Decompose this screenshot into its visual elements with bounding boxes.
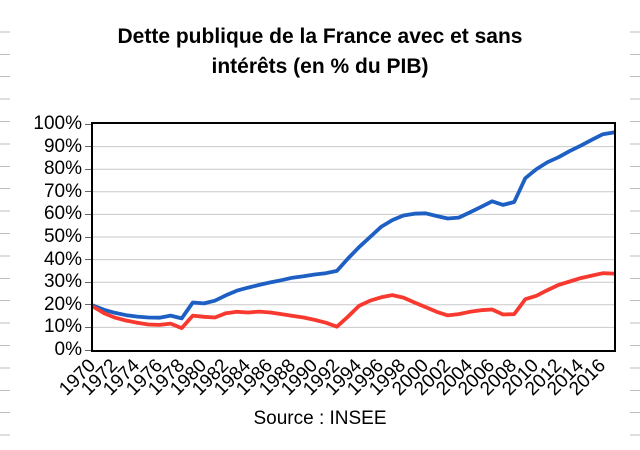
y-axis-tick-mark (85, 146, 92, 148)
y-axis-tick-mark (85, 349, 92, 351)
y-axis-tick-label: 0% (54, 339, 82, 360)
y-axis-tick-mark (85, 213, 92, 215)
y-axis-tick-label: 90% (43, 135, 82, 157)
series-line-sans-interets (93, 271, 614, 331)
y-axis-tick-label: 50% (43, 226, 82, 247)
chart-title-line1: Dette publique de la France avec et sans (117, 25, 523, 48)
series-line-avec-interets (93, 130, 614, 321)
y-axis-tick-label: 40% (43, 248, 82, 270)
source-note: Source : INSEE (253, 408, 387, 429)
y-axis-tick-mark (85, 304, 92, 306)
y-axis-tick-label: 20% (43, 293, 82, 315)
plot-svg (93, 130, 614, 331)
y-axis-tick-mark (85, 236, 92, 238)
spreadsheet-gridline-stub-left (0, 10, 10, 446)
y-axis-tick-label: 30% (43, 271, 82, 293)
y-axis-tick-label: 10% (43, 316, 82, 338)
y-axis-tick-mark (85, 191, 92, 193)
y-axis-tick-label: 100% (33, 113, 82, 134)
plot-area (91, 122, 616, 352)
spreadsheet-gridline-stub-right (630, 10, 640, 446)
chart-title: Dette publique de la France avec et sans… (0, 22, 640, 82)
y-axis-tick-label: 80% (43, 158, 82, 180)
chart-title-line2: intérêts (en % du PIB) (211, 55, 429, 78)
y-axis-tick-mark (85, 123, 92, 125)
y-axis-tick-label: 70% (43, 180, 82, 202)
y-axis-tick-mark (85, 281, 92, 283)
y-axis-tick-mark (85, 259, 92, 261)
y-axis-tick-mark (85, 168, 92, 170)
y-axis-tick-mark (85, 326, 92, 328)
y-axis-tick-label: 60% (43, 203, 82, 225)
